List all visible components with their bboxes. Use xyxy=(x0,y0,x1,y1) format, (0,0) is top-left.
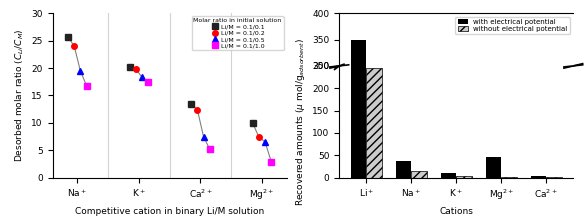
X-axis label: Cations: Cations xyxy=(439,207,473,216)
Li/M = 0.1/0.1 xyxy=(64,36,71,38)
Bar xyxy=(366,68,382,178)
Li/M = 0.1/0.2 xyxy=(256,136,263,138)
Legend: Li/M = 0.1/0.1, Li/M = 0.1/0.2, Li/M = 0.1/0.5, Li/M = 0.1/1.0: Li/M = 0.1/0.1, Li/M = 0.1/0.2, Li/M = 0… xyxy=(191,16,284,50)
Bar xyxy=(350,40,366,222)
Legend: with electrical potential, without electrical potential: with electrical potential, without elect… xyxy=(456,17,570,34)
Line: Li/M = 0.1/0.5: Li/M = 0.1/0.5 xyxy=(78,68,268,145)
Bar xyxy=(411,216,427,222)
Bar xyxy=(501,177,517,178)
Li/M = 0.1/0.1 xyxy=(126,66,133,68)
Bar xyxy=(395,161,411,178)
Y-axis label: Desorbed molar ratio ($C_{Li}/C_{M}$): Desorbed molar ratio ($C_{Li}/C_{M}$) xyxy=(13,29,26,162)
Li/M = 0.1/1.0 xyxy=(83,84,90,87)
Li/M = 0.1/1.0 xyxy=(206,148,213,151)
Bar xyxy=(441,173,456,178)
Li/M = 0.1/0.5 xyxy=(261,141,269,143)
Li/M = 0.1/0.1 xyxy=(188,102,195,105)
Li/M = 0.1/0.2 xyxy=(71,45,78,48)
Bar xyxy=(456,176,472,178)
Li/M = 0.1/1.0 xyxy=(268,160,275,163)
Li/M = 0.1/0.2 xyxy=(194,108,201,111)
Bar xyxy=(366,95,382,222)
Li/M = 0.1/1.0 xyxy=(144,80,152,83)
Bar xyxy=(350,21,366,178)
Bar xyxy=(531,176,546,178)
Bar xyxy=(486,200,501,222)
Li/M = 0.1/0.5 xyxy=(139,76,146,79)
Li/M = 0.1/0.1 xyxy=(249,122,256,125)
Y-axis label: Recovered amounts ($\mu$ mol/g$_{adsorbent}$): Recovered amounts ($\mu$ mol/g$_{adsorbe… xyxy=(294,38,307,206)
X-axis label: Competitive cation in binary Li/M solution: Competitive cation in binary Li/M soluti… xyxy=(75,207,264,216)
Bar xyxy=(395,204,411,222)
Line: Li/M = 0.1/1.0: Li/M = 0.1/1.0 xyxy=(84,79,274,165)
Line: Li/M = 0.1/0.2: Li/M = 0.1/0.2 xyxy=(71,43,261,140)
Li/M = 0.1/0.5 xyxy=(77,69,84,72)
Bar xyxy=(411,171,427,178)
Bar xyxy=(486,157,501,178)
Li/M = 0.1/0.2 xyxy=(132,67,139,70)
Bar xyxy=(441,218,456,222)
Li/M = 0.1/0.5 xyxy=(200,135,207,138)
Bar xyxy=(546,177,562,178)
Line: Li/M = 0.1/0.1: Li/M = 0.1/0.1 xyxy=(66,34,256,126)
